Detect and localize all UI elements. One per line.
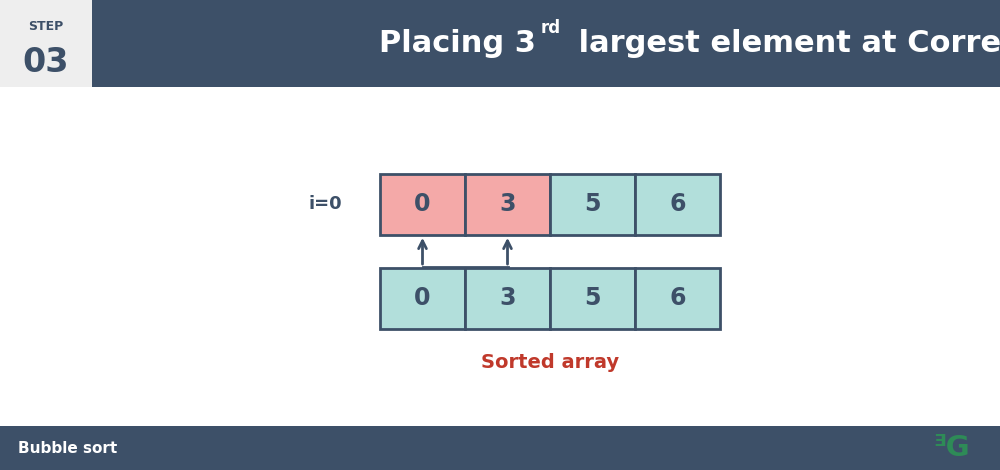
Text: rd: rd xyxy=(541,19,561,37)
Text: i=0: i=0 xyxy=(308,196,342,213)
Bar xyxy=(380,174,465,235)
Bar xyxy=(550,174,635,235)
Text: 5: 5 xyxy=(584,286,601,311)
Text: STEP: STEP xyxy=(28,20,64,32)
Text: 3: 3 xyxy=(499,286,516,311)
Bar xyxy=(0,426,1000,470)
Text: ᴲG: ᴲG xyxy=(934,434,970,462)
Text: 3: 3 xyxy=(499,192,516,217)
Bar xyxy=(0,0,92,87)
Bar xyxy=(635,268,720,329)
Text: Sorted array: Sorted array xyxy=(481,353,619,372)
Bar xyxy=(465,268,550,329)
Text: 6: 6 xyxy=(669,286,686,311)
Bar xyxy=(635,174,720,235)
Bar xyxy=(550,268,635,329)
Text: 5: 5 xyxy=(584,192,601,217)
Text: 0: 0 xyxy=(414,192,431,217)
Text: 0: 0 xyxy=(414,286,431,311)
Text: 03: 03 xyxy=(23,46,69,79)
Text: largest element at Correct position: largest element at Correct position xyxy=(568,29,1000,58)
Text: 6: 6 xyxy=(669,192,686,217)
Bar xyxy=(0,0,1000,87)
Bar xyxy=(465,174,550,235)
Text: Bubble sort: Bubble sort xyxy=(18,441,117,455)
Bar xyxy=(380,268,465,329)
Text: Placing 3: Placing 3 xyxy=(379,29,536,58)
